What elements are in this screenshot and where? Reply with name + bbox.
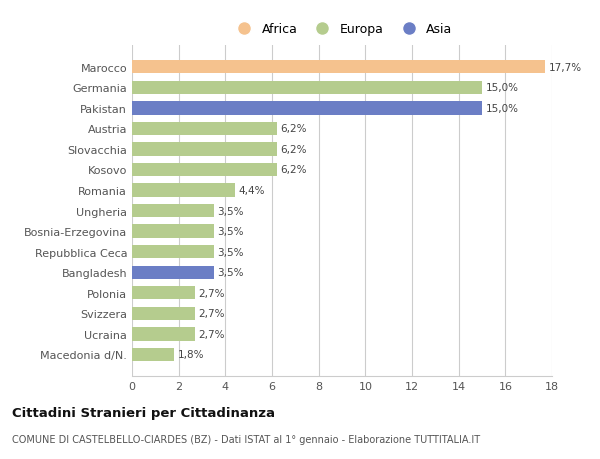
Text: 3,5%: 3,5%	[217, 206, 244, 216]
Bar	[132, 184, 235, 197]
Text: 2,7%: 2,7%	[199, 309, 225, 319]
Text: 17,7%: 17,7%	[548, 62, 581, 73]
Bar	[132, 246, 214, 259]
Bar	[132, 348, 174, 361]
Text: 4,4%: 4,4%	[238, 185, 265, 196]
Text: COMUNE DI CASTELBELLO-CIARDES (BZ) - Dati ISTAT al 1° gennaio - Elaborazione TUT: COMUNE DI CASTELBELLO-CIARDES (BZ) - Dat…	[12, 434, 480, 444]
Text: 15,0%: 15,0%	[485, 104, 518, 113]
Bar	[132, 143, 277, 156]
Bar	[132, 307, 195, 320]
Text: 3,5%: 3,5%	[217, 268, 244, 278]
Bar	[132, 286, 195, 300]
Bar	[132, 328, 195, 341]
Legend: Africa, Europa, Asia: Africa, Europa, Asia	[228, 19, 456, 39]
Bar	[132, 266, 214, 280]
Text: 6,2%: 6,2%	[280, 124, 307, 134]
Bar	[132, 163, 277, 177]
Bar	[132, 102, 482, 115]
Text: 2,7%: 2,7%	[199, 329, 225, 339]
Text: 1,8%: 1,8%	[178, 350, 204, 360]
Bar	[132, 81, 482, 95]
Text: 3,5%: 3,5%	[217, 247, 244, 257]
Bar	[132, 225, 214, 238]
Text: 15,0%: 15,0%	[485, 83, 518, 93]
Bar	[132, 61, 545, 74]
Bar	[132, 204, 214, 218]
Text: 6,2%: 6,2%	[280, 165, 307, 175]
Text: Cittadini Stranieri per Cittadinanza: Cittadini Stranieri per Cittadinanza	[12, 406, 275, 419]
Text: 6,2%: 6,2%	[280, 145, 307, 155]
Text: 3,5%: 3,5%	[217, 227, 244, 237]
Bar	[132, 123, 277, 136]
Text: 2,7%: 2,7%	[199, 288, 225, 298]
